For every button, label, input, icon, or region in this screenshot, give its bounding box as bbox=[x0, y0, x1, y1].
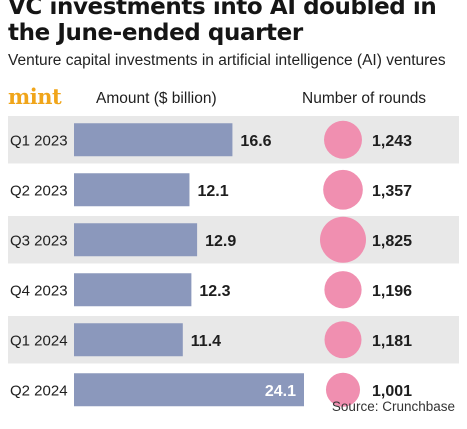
rounds-bubble bbox=[324, 321, 362, 359]
title-line-2: the June-ended quarter bbox=[8, 20, 303, 46]
mint-logo: mint bbox=[8, 84, 62, 109]
rounds-value-label: 1,001 bbox=[372, 383, 412, 400]
rounds-value-label: 1,357 bbox=[372, 183, 412, 200]
chart-subtitle: Venture capital investments in artificia… bbox=[8, 52, 446, 69]
amount-value-label: 12.3 bbox=[199, 283, 230, 300]
category-label: Q1 2024 bbox=[10, 332, 68, 349]
category-label: Q3 2023 bbox=[10, 232, 68, 249]
chart-title: VC investments into AI doubled in the Ju… bbox=[8, 0, 463, 46]
amount-value-label: 11.4 bbox=[191, 333, 221, 350]
rounds-value-label: 1,243 bbox=[372, 133, 412, 150]
source-note: Source: Crunchbase bbox=[331, 399, 455, 414]
amount-bar bbox=[74, 273, 192, 307]
rounds-bubble bbox=[323, 169, 363, 210]
rounds-bubble bbox=[320, 216, 366, 263]
rounds-bubble bbox=[324, 120, 362, 159]
amount-bar bbox=[74, 373, 304, 407]
rounds-bubble bbox=[324, 271, 362, 309]
rounds-value-label: 1,196 bbox=[372, 283, 412, 300]
amount-value-label: 16.6 bbox=[240, 133, 271, 150]
title-line-1: VC investments into AI doubled in bbox=[8, 0, 437, 20]
category-label: Q1 2023 bbox=[10, 132, 68, 149]
category-label: Q2 2023 bbox=[10, 182, 68, 199]
category-label: Q2 2024 bbox=[10, 382, 68, 399]
amount-value-label: 12.1 bbox=[197, 183, 228, 200]
rounds-bubble bbox=[325, 372, 361, 407]
category-label: Q4 2023 bbox=[10, 282, 68, 299]
rounds-value-label: 1,825 bbox=[372, 233, 412, 250]
rounds-value-label: 1,181 bbox=[372, 333, 412, 350]
rounds-column-header: Number of rounds bbox=[302, 90, 427, 107]
amount-value-label: 12.9 bbox=[205, 233, 236, 250]
amount-value-label: 24.1 bbox=[265, 383, 296, 400]
amount-bar bbox=[74, 223, 198, 257]
amount-column-header: Amount ($ billion) bbox=[96, 90, 217, 107]
amount-bar bbox=[74, 123, 233, 157]
amount-bar bbox=[74, 173, 190, 207]
amount-bar bbox=[74, 323, 183, 357]
